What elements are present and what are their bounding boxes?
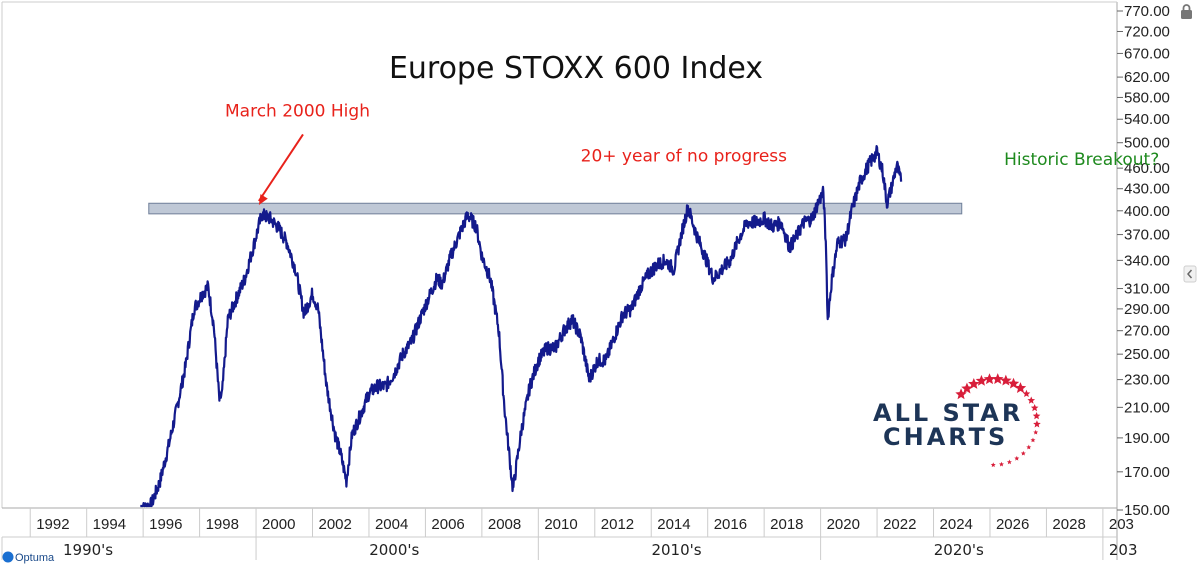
star-icon — [1007, 377, 1020, 389]
y-tick-label: 670.00 — [1124, 45, 1170, 62]
x-tick-label: 2018 — [770, 516, 803, 533]
resistance-band — [148, 202, 963, 215]
y-tick-label: 770.00 — [1124, 3, 1170, 20]
y-tick-label: 720.00 — [1124, 23, 1170, 40]
y-tick-label: 460.00 — [1124, 160, 1170, 177]
star-icon — [998, 461, 1004, 467]
annotation-arrowhead — [258, 194, 268, 206]
y-tick-label: 500.00 — [1124, 135, 1170, 152]
annotation-arrow — [258, 133, 304, 202]
annotations: March 2000 High 20+ year of no progress Hi… — [225, 101, 1159, 206]
decade-label: 203 — [1109, 541, 1138, 559]
x-tick-label: 2022 — [883, 516, 916, 533]
x-tick-label: 1992 — [36, 516, 69, 533]
decade-label: 2000's — [369, 541, 419, 559]
y-tick-label: 340.00 — [1124, 252, 1170, 269]
chevron-left-icon[interactable] — [1183, 265, 1197, 283]
x-tick-label: 2006 — [431, 516, 464, 533]
y-tick-label: 150.00 — [1124, 502, 1170, 519]
star-icon — [1027, 396, 1036, 404]
star-icon — [1014, 455, 1020, 461]
x-tick-label: 1998 — [206, 516, 239, 533]
y-tick-label: 290.00 — [1124, 301, 1170, 318]
y-tick-label: 250.00 — [1124, 346, 1170, 363]
x-tick-label: 1994 — [93, 516, 126, 533]
x-tick-label: 2024 — [940, 516, 973, 533]
decade-label: 2020's — [934, 541, 984, 559]
decade-label: 1990's — [63, 541, 113, 559]
star-icon — [975, 374, 988, 386]
chart-title: Europe STOXX 600 Index — [389, 51, 763, 86]
x-tick-label: 2028 — [1052, 516, 1085, 533]
logo-line1: ALL STAR — [873, 399, 1023, 427]
optuma-icon — [2, 551, 14, 563]
star-icon — [1033, 420, 1041, 428]
y-tick-label: 190.00 — [1124, 430, 1170, 447]
annotation-label: March 2000 High — [225, 101, 370, 121]
star-icon — [1030, 404, 1039, 412]
optuma-label: Optuma — [15, 552, 55, 564]
star-icon — [968, 378, 980, 389]
y-tick-label: 400.00 — [1124, 203, 1170, 220]
y-tick-label: 370.00 — [1124, 227, 1170, 244]
x-axis: 1992 1994 1996 1998 2000 2002 2004 2006 2008 2010… — [2, 507, 1134, 538]
star-icon — [1032, 412, 1041, 420]
star-icon — [955, 388, 967, 400]
x-tick-label: 2002 — [319, 516, 352, 533]
x-tick-label: 2020 — [827, 516, 860, 533]
y-tick-label: 210.00 — [1124, 399, 1170, 416]
star-icon — [1030, 437, 1036, 443]
star-icon — [1006, 459, 1012, 465]
x-tick-label: 2026 — [996, 516, 1029, 533]
series-line — [139, 145, 903, 508]
y-tick-label: 430.00 — [1124, 181, 1170, 198]
x-tick-label: 2016 — [714, 516, 747, 533]
star-icon — [1014, 382, 1027, 393]
star-icon — [1022, 389, 1031, 398]
logo-line2: CHARTS — [883, 423, 1008, 451]
star-icon — [983, 373, 996, 385]
y-tick-label: 170.00 — [1124, 464, 1170, 481]
optuma-logo: Optuma — [2, 551, 55, 564]
star-icon — [1033, 429, 1039, 435]
x-tick-label: 2004 — [375, 516, 408, 533]
logo-stars — [955, 373, 1041, 468]
star-icon — [961, 382, 973, 394]
star-icon — [1026, 444, 1032, 450]
star-icon — [992, 373, 1004, 385]
star-icon — [990, 462, 996, 468]
lock-icon[interactable] — [1181, 4, 1192, 19]
y-tick-label: 270.00 — [1124, 323, 1170, 340]
x-tick-label: 2014 — [657, 516, 690, 533]
x-tick-label: 2008 — [488, 516, 521, 533]
y-tick-label: 230.00 — [1124, 372, 1170, 389]
annotation-label: Historic Breakout? — [1004, 150, 1159, 170]
decade-axis: 1990's 2000's 2010's 2020's 203 — [1, 537, 1138, 560]
x-tick-label: 2000 — [262, 516, 295, 533]
x-tick-label: 2010 — [544, 516, 577, 533]
y-tick-label: 310.00 — [1124, 281, 1170, 298]
x-tick-label: 2012 — [601, 516, 634, 533]
star-icon — [1000, 374, 1012, 386]
decade-label: 2010's — [651, 541, 701, 559]
plot-area — [2, 2, 1117, 508]
y-tick-label: 580.00 — [1124, 89, 1170, 106]
y-axis: 770.00 720.00 670.00 620.00 580.00 540.00 500.… — [1117, 3, 1170, 519]
y-tick-label: 620.00 — [1124, 69, 1170, 86]
x-tick-label: 1996 — [149, 516, 182, 533]
y-tick-label: 540.00 — [1124, 111, 1170, 128]
all-star-charts-logo: ALL STAR CHARTS — [873, 373, 1041, 468]
x-tick-label: 203 — [1109, 516, 1134, 533]
star-icon — [1020, 450, 1026, 456]
annotation-label: 20+ year of no progress — [581, 147, 788, 167]
